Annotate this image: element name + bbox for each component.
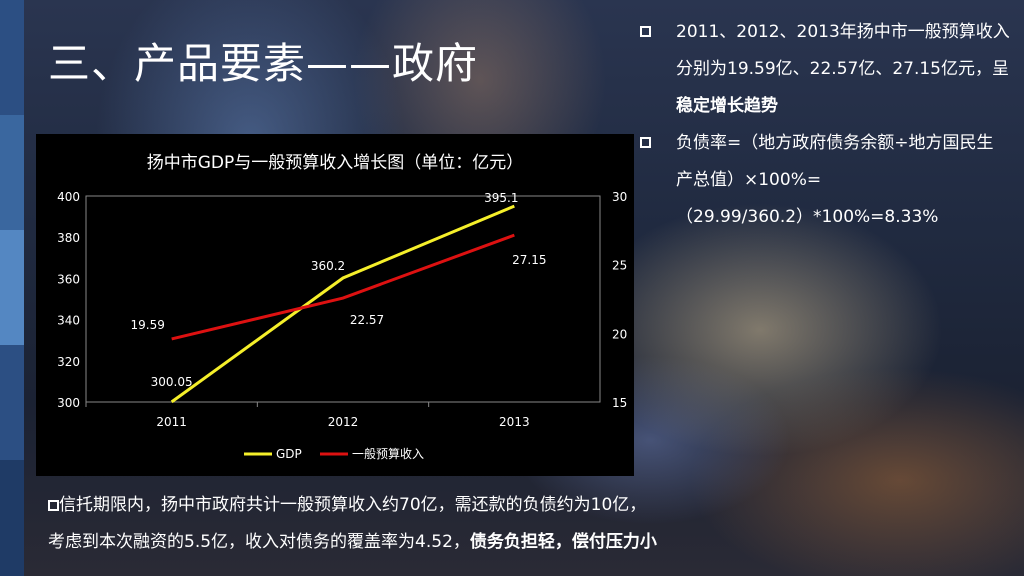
data-label: 360.2 (311, 259, 345, 273)
y-left-tick-label: 380 (57, 231, 80, 245)
data-label: 19.59 (130, 318, 164, 332)
bullet2-line2: （29.99/360.2）*100%=8.33% (676, 207, 939, 227)
square-bullet-icon (48, 499, 59, 511)
left-accent-strip (0, 0, 24, 576)
slide-title: 三、产品要素——政府 (48, 39, 479, 88)
data-label: 22.57 (350, 313, 384, 327)
y-right-tick-label: 20 (612, 327, 627, 341)
plot-area-frame (85, 195, 601, 403)
bottom-summary: 信托期限内，扬中市政府共计一般预算收入约70亿，需还款的负债约为10亿， 考虑到… (48, 487, 1008, 561)
legend-label: 一般预算收入 (352, 446, 424, 461)
bullet2-line1: 负债率=（地方政府债务余额÷地方国民生产总值）×100%= (676, 133, 994, 190)
bullet-budget-trend: 2011、2012、2013年扬中市一般预算收入分别为19.59亿、22.57亿… (640, 14, 1010, 125)
y-right-tick-label: 15 (612, 396, 627, 410)
chart-panel: 扬中市GDP与一般预算收入增长图（单位：亿元） 300 320 340 360 380 4… (36, 134, 634, 476)
bullet-debt-ratio: 负债率=（地方政府债务余额÷地方国民生产总值）×100%= （29.99/360… (640, 125, 1010, 236)
summary-line-2-text: 考虑到本次融资的5.5亿，收入对债务的覆盖率为4.52， (48, 532, 470, 552)
y-left-tick-label: 400 (57, 190, 80, 204)
legend-label: GDP (276, 447, 302, 461)
y-left-tick-label: 320 (57, 355, 80, 369)
square-bullet-icon (640, 137, 651, 148)
right-text-panel: 2011、2012、2013年扬中市一般预算收入分别为19.59亿、22.57亿… (640, 14, 1010, 236)
summary-line-1-text: 信托期限内，扬中市政府共计一般预算收入约70亿，需还款的负债约为10亿， (59, 495, 647, 515)
bullet1-bold: 稳定增长趋势 (676, 96, 778, 116)
data-label: 27.15 (512, 253, 546, 267)
x-tick-label: 2013 (499, 415, 530, 429)
y-right-tick-label: 30 (612, 190, 627, 204)
chart-title: 扬中市GDP与一般预算收入增长图（单位：亿元） (147, 153, 524, 173)
summary-line-2-bold: 债务负担轻，偿付压力小 (469, 532, 657, 552)
series-line-budget (171, 233, 515, 341)
y-left-tick-label: 300 (57, 396, 80, 410)
square-bullet-icon (640, 26, 651, 37)
bullet1-text: 2011、2012、2013年扬中市一般预算收入分别为19.59亿、22.57亿… (676, 22, 1010, 79)
y-left-tick-label: 360 (57, 272, 80, 286)
data-label: 395.1 (484, 191, 518, 205)
x-tick-label: 2011 (156, 415, 187, 429)
series-line-gdp (170, 204, 515, 404)
y-left-tick-label: 340 (57, 314, 80, 328)
y-right-tick-label: 25 (612, 259, 627, 273)
gdp-budget-line-chart: 扬中市GDP与一般预算收入增长图（单位：亿元） 300 320 340 360 380 4… (57, 153, 627, 461)
x-tick-label: 2012 (328, 415, 359, 429)
summary-line-1: 信托期限内，扬中市政府共计一般预算收入约70亿，需还款的负债约为10亿， (48, 487, 1008, 524)
summary-line-2: 考虑到本次融资的5.5亿，收入对债务的覆盖率为4.52，债务负担轻，偿付压力小 (48, 524, 1008, 561)
data-label: 300.05 (151, 375, 193, 389)
